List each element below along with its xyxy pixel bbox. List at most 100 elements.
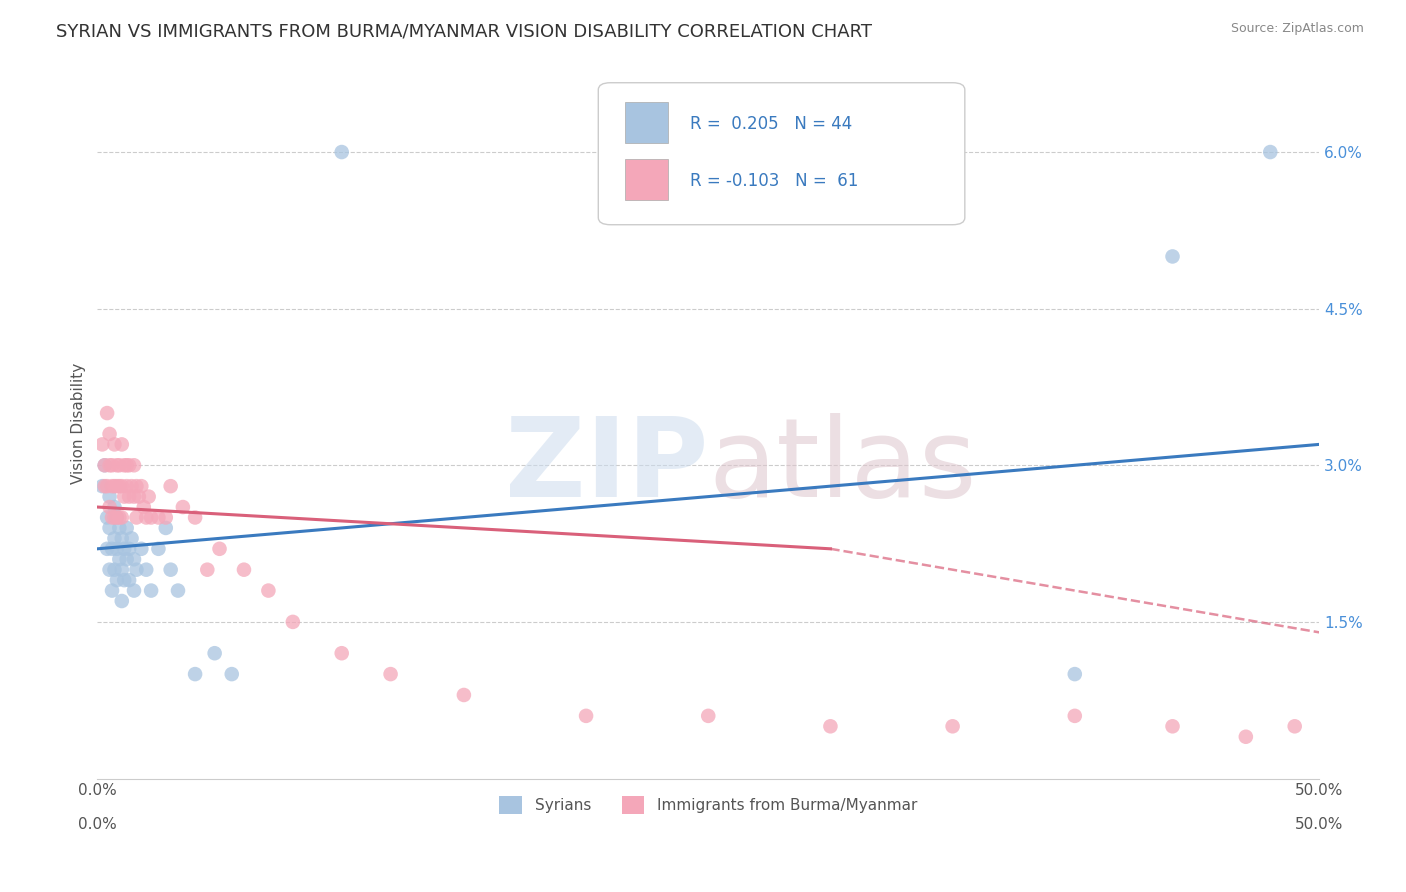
Y-axis label: Vision Disability: Vision Disability <box>72 363 86 484</box>
Text: R =  0.205   N = 44: R = 0.205 N = 44 <box>690 115 852 133</box>
Point <box>111 437 134 451</box>
Point <box>1284 719 1306 733</box>
Point <box>115 458 138 473</box>
Point <box>103 532 125 546</box>
Point <box>93 479 115 493</box>
Point <box>96 510 118 524</box>
Point <box>108 458 131 473</box>
Point <box>118 458 141 473</box>
Point <box>135 563 157 577</box>
Point <box>93 458 115 473</box>
Point <box>221 667 243 681</box>
Point <box>112 541 135 556</box>
Text: atlas: atlas <box>709 413 977 520</box>
Point <box>105 479 128 493</box>
Point <box>172 500 194 514</box>
Point <box>122 552 145 566</box>
Point <box>148 510 170 524</box>
Point <box>105 510 128 524</box>
Text: ZIP: ZIP <box>505 413 709 520</box>
Point <box>184 667 207 681</box>
Point <box>105 510 128 524</box>
Point <box>1063 709 1085 723</box>
Point <box>98 563 121 577</box>
Point <box>159 479 181 493</box>
Point <box>101 458 124 473</box>
Point <box>115 479 138 493</box>
Point <box>108 479 131 493</box>
Point <box>125 563 148 577</box>
Point <box>1234 730 1257 744</box>
Point <box>105 458 128 473</box>
Point <box>330 145 353 159</box>
Point <box>139 583 162 598</box>
Point <box>125 479 148 493</box>
Point <box>135 510 157 524</box>
Point <box>118 490 141 504</box>
Point <box>108 552 131 566</box>
Point <box>93 458 115 473</box>
Point <box>111 510 134 524</box>
Point <box>111 563 134 577</box>
Point <box>101 510 124 524</box>
Point <box>208 541 231 556</box>
Point <box>112 490 135 504</box>
Point <box>148 541 170 556</box>
Point <box>128 490 150 504</box>
Point <box>98 521 121 535</box>
Point <box>330 646 353 660</box>
Point <box>122 583 145 598</box>
Point <box>453 688 475 702</box>
Point <box>942 719 965 733</box>
Point <box>139 510 162 524</box>
Point <box>131 479 153 493</box>
Point <box>115 552 138 566</box>
Point <box>115 521 138 535</box>
Point <box>101 583 124 598</box>
Text: Source: ZipAtlas.com: Source: ZipAtlas.com <box>1230 22 1364 36</box>
Point <box>91 437 114 451</box>
Point <box>125 510 148 524</box>
Point <box>167 583 190 598</box>
Point <box>820 719 842 733</box>
Point <box>233 563 256 577</box>
Point <box>132 500 155 514</box>
Point <box>105 541 128 556</box>
Text: 50.0%: 50.0% <box>1295 817 1343 832</box>
Point <box>575 709 598 723</box>
Point <box>96 406 118 420</box>
Point <box>105 573 128 587</box>
Point <box>118 541 141 556</box>
Point <box>101 541 124 556</box>
Point <box>118 573 141 587</box>
Text: 0.0%: 0.0% <box>77 817 117 832</box>
Point <box>103 563 125 577</box>
Point <box>108 510 131 524</box>
Point <box>103 437 125 451</box>
Point <box>131 541 153 556</box>
Point <box>1161 250 1184 264</box>
Text: SYRIAN VS IMMIGRANTS FROM BURMA/MYANMAR VISION DISABILITY CORRELATION CHART: SYRIAN VS IMMIGRANTS FROM BURMA/MYANMAR … <box>56 22 872 40</box>
Point <box>111 594 134 608</box>
Point <box>112 458 135 473</box>
Point <box>257 583 280 598</box>
Point <box>111 532 134 546</box>
Legend: Syrians, Immigrants from Burma/Myanmar: Syrians, Immigrants from Burma/Myanmar <box>494 789 924 821</box>
Point <box>1063 667 1085 681</box>
Point <box>103 500 125 514</box>
Point <box>108 521 131 535</box>
Point <box>98 490 121 504</box>
Point <box>103 479 125 493</box>
Point <box>103 510 125 524</box>
Point <box>112 573 135 587</box>
Point <box>155 521 177 535</box>
Point <box>96 479 118 493</box>
Point <box>98 458 121 473</box>
Point <box>184 510 207 524</box>
FancyBboxPatch shape <box>626 159 668 200</box>
Point <box>138 490 160 504</box>
Point <box>96 541 118 556</box>
Point <box>281 615 304 629</box>
Point <box>122 458 145 473</box>
Point <box>195 563 218 577</box>
